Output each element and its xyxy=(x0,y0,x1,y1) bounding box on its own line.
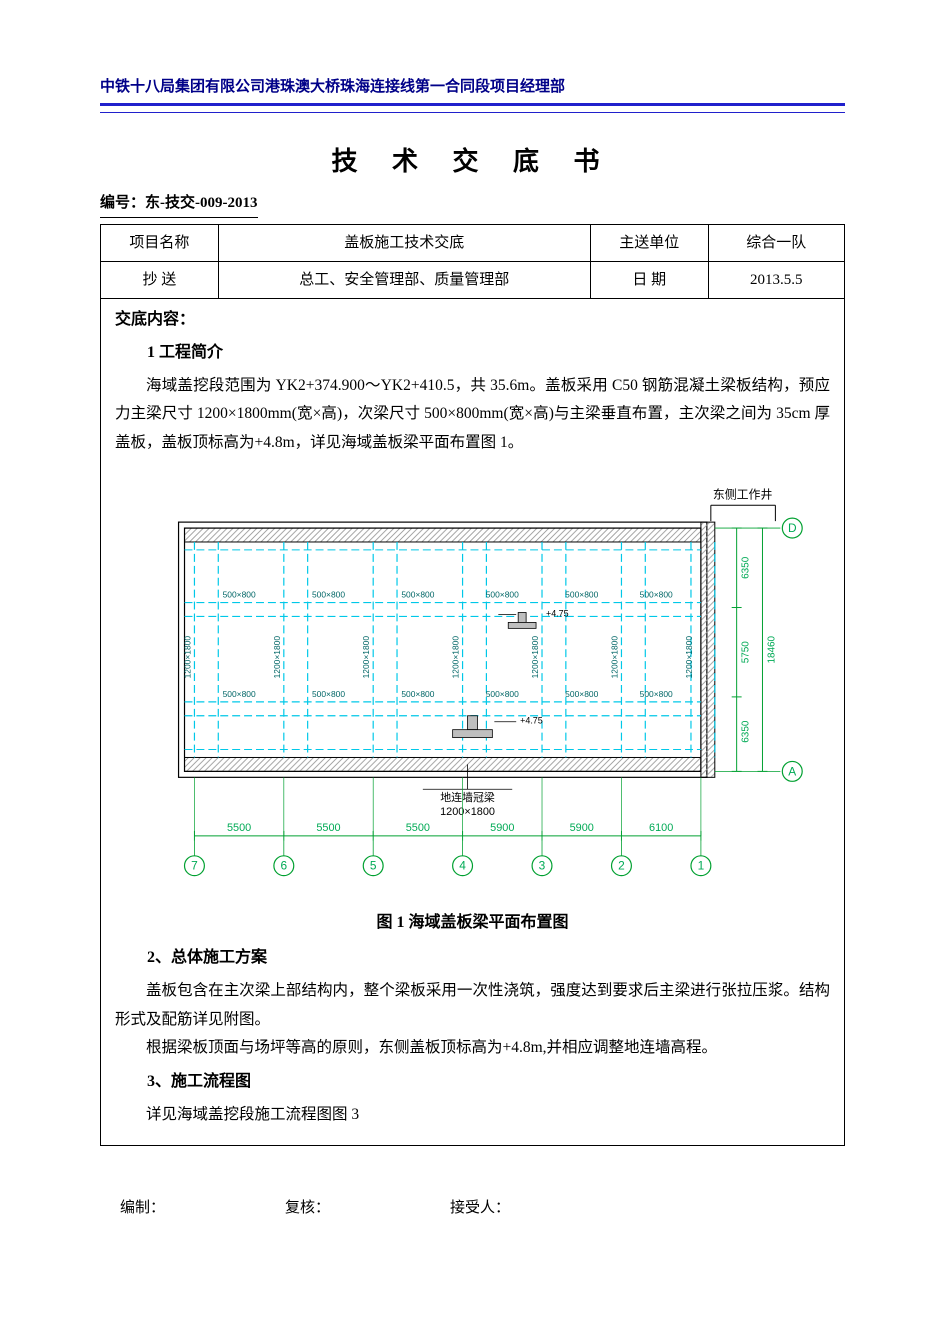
svg-text:500×800: 500×800 xyxy=(223,589,256,599)
date-value: 2013.5.5 xyxy=(708,261,844,298)
project-label: 项目名称 xyxy=(101,224,219,261)
section-2-para-1: 盖板包含在主次梁上部结构内，整个梁板采用一次性浇筑，强度达到要求后主梁进行张拉压… xyxy=(115,977,830,1034)
svg-text:7: 7 xyxy=(191,858,198,872)
svg-text:1200×1800: 1200×1800 xyxy=(609,635,619,678)
svg-text:500×800: 500×800 xyxy=(565,589,598,599)
recipient-label: 主送单位 xyxy=(590,224,708,261)
content-body: 交底内容： 1 工程简介 海域盖挖段范围为 YK2+374.900～YK2+41… xyxy=(100,299,845,1147)
cc-value: 总工、安全管理部、质量管理部 xyxy=(218,261,590,298)
svg-text:1200×1800: 1200×1800 xyxy=(451,635,461,678)
svg-text:1200×1800: 1200×1800 xyxy=(361,635,371,678)
svg-text:1200×1800: 1200×1800 xyxy=(272,635,282,678)
footer-sign: 编制： 复核： 接受人： xyxy=(100,1196,845,1220)
date-label: 日 期 xyxy=(590,261,708,298)
svg-text:500×800: 500×800 xyxy=(640,689,673,699)
svg-text:5750: 5750 xyxy=(741,640,752,663)
svg-text:东侧工作井: 东侧工作井 xyxy=(713,487,773,501)
svg-text:3: 3 xyxy=(539,858,546,872)
svg-text:1: 1 xyxy=(698,858,705,872)
table-row: 抄 送 总工、安全管理部、质量管理部 日 期 2013.5.5 xyxy=(101,261,845,298)
svg-text:500×800: 500×800 xyxy=(401,689,434,699)
svg-text:5: 5 xyxy=(370,858,377,872)
svg-text:+4.75: +4.75 xyxy=(520,716,543,726)
svg-text:5900: 5900 xyxy=(490,822,514,834)
project-value: 盖板施工技术交底 xyxy=(218,224,590,261)
section-3-heading: 3、施工流程图 xyxy=(115,1069,830,1095)
svg-text:500×800: 500×800 xyxy=(223,689,256,699)
svg-text:500×800: 500×800 xyxy=(312,689,345,699)
svg-text:+4.75: +4.75 xyxy=(546,608,569,618)
svg-text:6350: 6350 xyxy=(741,720,752,743)
section-1-para: 海域盖挖段范围为 YK2+374.900～YK2+410.5，共 35.6m。盖… xyxy=(115,372,830,458)
svg-text:1200×1800: 1200×1800 xyxy=(684,635,694,678)
svg-text:500×800: 500×800 xyxy=(565,689,598,699)
org-header: 中铁十八局集团有限公司港珠澳大桥珠海连接线第一合同段项目经理部 xyxy=(100,75,845,103)
svg-text:6: 6 xyxy=(281,858,288,872)
svg-text:500×800: 500×800 xyxy=(312,589,345,599)
svg-text:500×800: 500×800 xyxy=(401,589,434,599)
cc-label: 抄 送 xyxy=(101,261,219,298)
section-2-heading: 2、总体施工方案 xyxy=(115,945,830,971)
figure-1: 东侧工作井 500×800 500×800 500×800 500×800 500×800… xyxy=(115,472,830,900)
svg-text:2: 2 xyxy=(618,858,625,872)
figure-1-caption: 图 1 海域盖板梁平面布置图 xyxy=(115,910,830,936)
svg-text:6100: 6100 xyxy=(649,822,673,834)
svg-text:6350: 6350 xyxy=(741,556,752,579)
svg-text:D: D xyxy=(788,521,797,535)
doc-title: 技 术 交 底 书 xyxy=(100,141,845,183)
section-2-para-2: 根据梁板顶面与场坪等高的原则，东侧盖板顶标高为+4.8m,并相应调整地连墙高程。 xyxy=(115,1034,830,1063)
svg-text:500×800: 500×800 xyxy=(486,589,519,599)
sign-accepted: 接受人： xyxy=(450,1196,510,1220)
svg-text:500×800: 500×800 xyxy=(640,589,673,599)
svg-text:500×800: 500×800 xyxy=(486,689,519,699)
info-table: 项目名称 盖板施工技术交底 主送单位 综合一队 抄 送 总工、安全管理部、质量管… xyxy=(100,224,845,299)
svg-text:18460: 18460 xyxy=(766,635,777,663)
sign-prepared: 编制： xyxy=(120,1196,165,1220)
section-1-heading: 1 工程简介 xyxy=(115,340,830,366)
svg-text:A: A xyxy=(788,764,796,778)
svg-text:5500: 5500 xyxy=(316,822,340,834)
sign-reviewed: 复核： xyxy=(285,1196,330,1220)
recipient-value: 综合一队 xyxy=(708,224,844,261)
plan-diagram: 东侧工作井 500×800 500×800 500×800 500×800 500×800… xyxy=(115,472,830,892)
svg-text:4: 4 xyxy=(459,858,466,872)
table-row: 项目名称 盖板施工技术交底 主送单位 综合一队 xyxy=(101,224,845,261)
svg-text:5500: 5500 xyxy=(406,822,430,834)
svg-text:1200×1800: 1200×1800 xyxy=(440,806,495,818)
content-header: 交底内容： xyxy=(115,307,830,333)
doc-number: 编号：东-技交-009-2013 xyxy=(100,191,258,218)
header-rule-thin xyxy=(100,112,845,113)
section-3-para: 详见海域盖挖段施工流程图图 3 xyxy=(115,1101,830,1130)
svg-text:1200×1800: 1200×1800 xyxy=(530,635,540,678)
svg-text:5900: 5900 xyxy=(570,822,594,834)
svg-text:5500: 5500 xyxy=(227,822,251,834)
svg-text:地连墙冠梁: 地连墙冠梁 xyxy=(440,790,495,804)
svg-text:1200×1800: 1200×1800 xyxy=(182,635,192,678)
header-rule-thick xyxy=(100,103,845,106)
